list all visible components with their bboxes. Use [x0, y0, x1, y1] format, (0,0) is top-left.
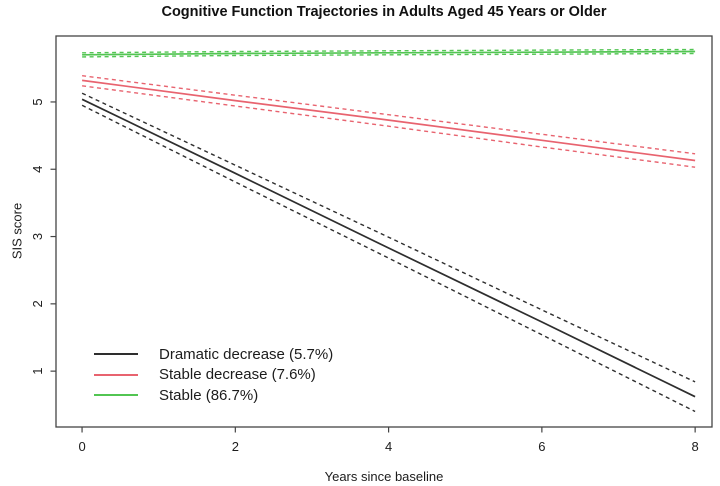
chart-title: Cognitive Function Trajectories in Adult…	[161, 4, 607, 20]
stable-decrease-ci-upper-line	[82, 75, 696, 155]
y-tick-label: 1	[30, 368, 45, 375]
stable-ci-upper-line	[82, 48, 696, 54]
y-tick-label: 5	[30, 98, 45, 105]
x-tick-label: 2	[232, 439, 239, 454]
legend-line-sample	[94, 373, 138, 376]
x-tick-label: 8	[692, 439, 699, 454]
legend-item-stable: Stable (86.7%)	[94, 385, 333, 406]
x-tick-label: 0	[78, 439, 85, 454]
dramatic-decrease-ci-upper-line	[81, 92, 696, 383]
stable-decrease-mean-line	[81, 79, 696, 162]
legend-line-sample	[94, 394, 138, 397]
legend-label: Dramatic decrease (5.7%)	[159, 345, 334, 363]
x-tick-label: 6	[538, 439, 545, 454]
dramatic-decrease-ci-lower-line	[81, 104, 696, 413]
legend-item-dramatic-decrease: Dramatic decrease (5.7%)	[94, 344, 333, 365]
legend-label: Stable (86.7%)	[159, 386, 259, 404]
y-tick-label: 3	[30, 233, 45, 240]
x-axis-label: Years since baseline	[324, 469, 444, 484]
plot-box	[55, 35, 713, 428]
stable-mean-line	[82, 50, 696, 56]
y-tick-label: 4	[30, 166, 45, 173]
legend-line-sample	[94, 353, 138, 356]
x-tick-label: 4	[385, 439, 392, 454]
legend-label: Stable decrease (7.6%)	[159, 366, 316, 384]
stable-decrease-ci-lower-line	[82, 85, 696, 168]
legend-item-stable-decrease: Stable decrease (7.6%)	[94, 365, 333, 386]
legend: Dramatic decrease (5.7%) Stable decrease…	[94, 344, 333, 406]
dramatic-decrease-mean-line	[81, 98, 696, 398]
y-tick-label: 2	[30, 300, 45, 307]
stable-ci-lower-line	[82, 52, 696, 58]
y-axis-label: SIS score	[9, 202, 25, 260]
